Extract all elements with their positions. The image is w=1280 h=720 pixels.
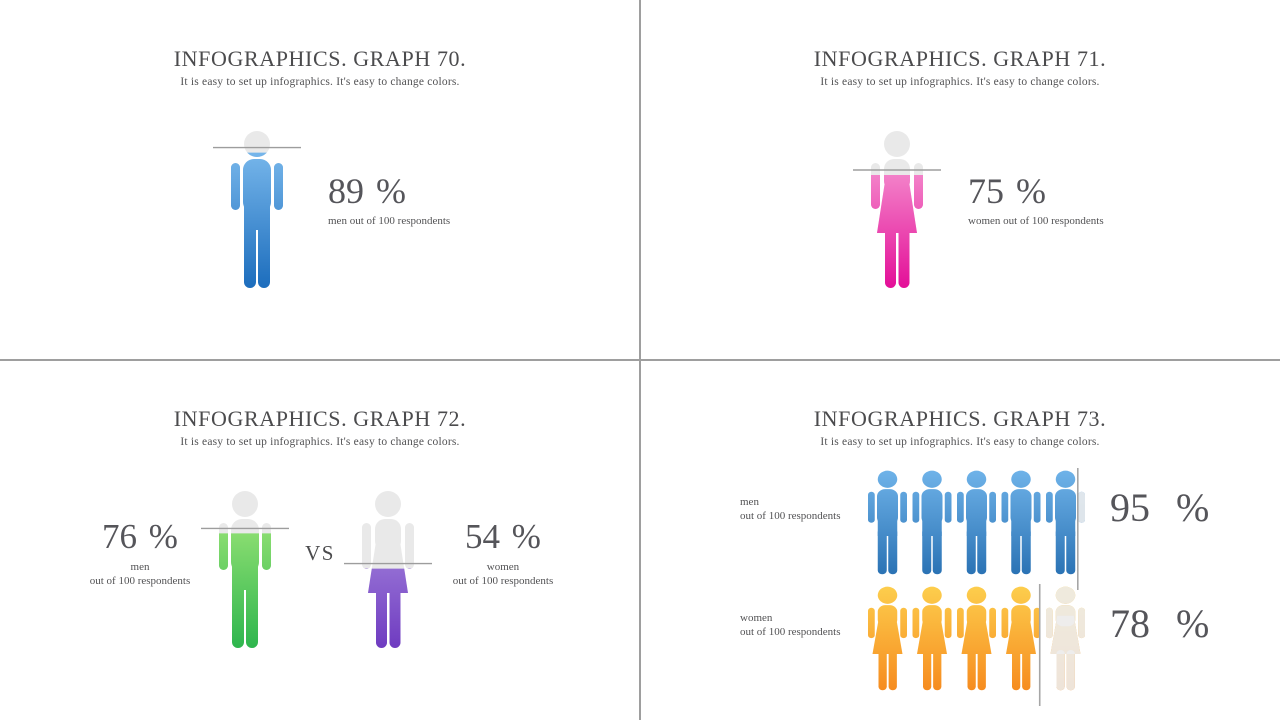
stat-label-line2: out of 100 respondents [89, 574, 191, 587]
stat-label: men out of 100 respondents [328, 215, 451, 227]
men-pictogram-row [864, 468, 1096, 590]
panel-subtitle: It is easy to set up infographics. It's … [820, 76, 1100, 88]
panel-title: INFOGRAPHICS. GRAPH 70. [173, 46, 467, 71]
stat-block: 89 % men out of 100 respondents [328, 170, 450, 227]
woman-pictogram [343, 485, 433, 655]
man-pictogram [212, 125, 302, 295]
women-stat-block: 54 % women out of 100 respondents [418, 518, 588, 588]
panel-graph-73: INFOGRAPHICS. GRAPH 73. It is easy to se… [640, 360, 1280, 720]
stat-value: 75 % [968, 171, 1046, 211]
panel-subtitle: It is easy to set up infographics. It's … [820, 436, 1100, 448]
panel-graph-72: INFOGRAPHICS. GRAPH 72. It is easy to se… [0, 360, 640, 720]
panel-subtitle: It is easy to set up infographics. It's … [180, 436, 460, 448]
row-label-line2: out of 100 respondents [740, 510, 841, 522]
horizontal-divider [0, 359, 1280, 361]
panel-graph-71: INFOGRAPHICS. GRAPH 71. It is easy to se… [640, 0, 1280, 360]
panel-header: INFOGRAPHICS. GRAPH 73. It is easy to se… [640, 406, 1280, 448]
men-row-label: men out of 100 respondents [740, 495, 870, 523]
women-row-value: 78 % [1110, 601, 1210, 646]
women-row-label: women out of 100 respondents [740, 611, 870, 639]
panel-header: INFOGRAPHICS. GRAPH 70. It is easy to se… [0, 46, 640, 88]
row-label-line1: men [740, 496, 759, 508]
panel-header: INFOGRAPHICS. GRAPH 71. It is easy to se… [640, 46, 1280, 88]
stat-value: 76 % [102, 517, 178, 556]
stat-value: 54 % [465, 517, 541, 556]
men-row-value: 95 % [1110, 485, 1210, 530]
panel-title: INFOGRAPHICS. GRAPH 71. [813, 46, 1107, 71]
women-pictogram-row [864, 584, 1096, 706]
panel-title: INFOGRAPHICS. GRAPH 72. [173, 406, 467, 431]
stat-block: 75 % women out of 100 respondents [968, 170, 1104, 227]
stat-value: 89 % [328, 171, 406, 211]
panel-header: INFOGRAPHICS. GRAPH 72. It is easy to se… [0, 406, 640, 448]
woman-pictogram [852, 125, 942, 295]
row-label-line2: out of 100 respondents [740, 626, 841, 638]
vs-label: VS [305, 541, 335, 565]
stat-label-line2: out of 100 respondents [452, 574, 554, 587]
panel-subtitle: It is easy to set up infographics. It's … [180, 76, 460, 88]
man-pictogram [200, 485, 290, 655]
stat-label-line1: women [486, 561, 520, 573]
stat-label: women out of 100 respondents [968, 215, 1104, 227]
men-stat-block: 76 % men out of 100 respondents [55, 518, 225, 588]
panel-graph-70: INFOGRAPHICS. GRAPH 70. It is easy to se… [0, 0, 640, 360]
panel-title: INFOGRAPHICS. GRAPH 73. [813, 406, 1107, 431]
stat-label-line1: men [130, 561, 150, 573]
row-label-line1: women [740, 612, 773, 624]
